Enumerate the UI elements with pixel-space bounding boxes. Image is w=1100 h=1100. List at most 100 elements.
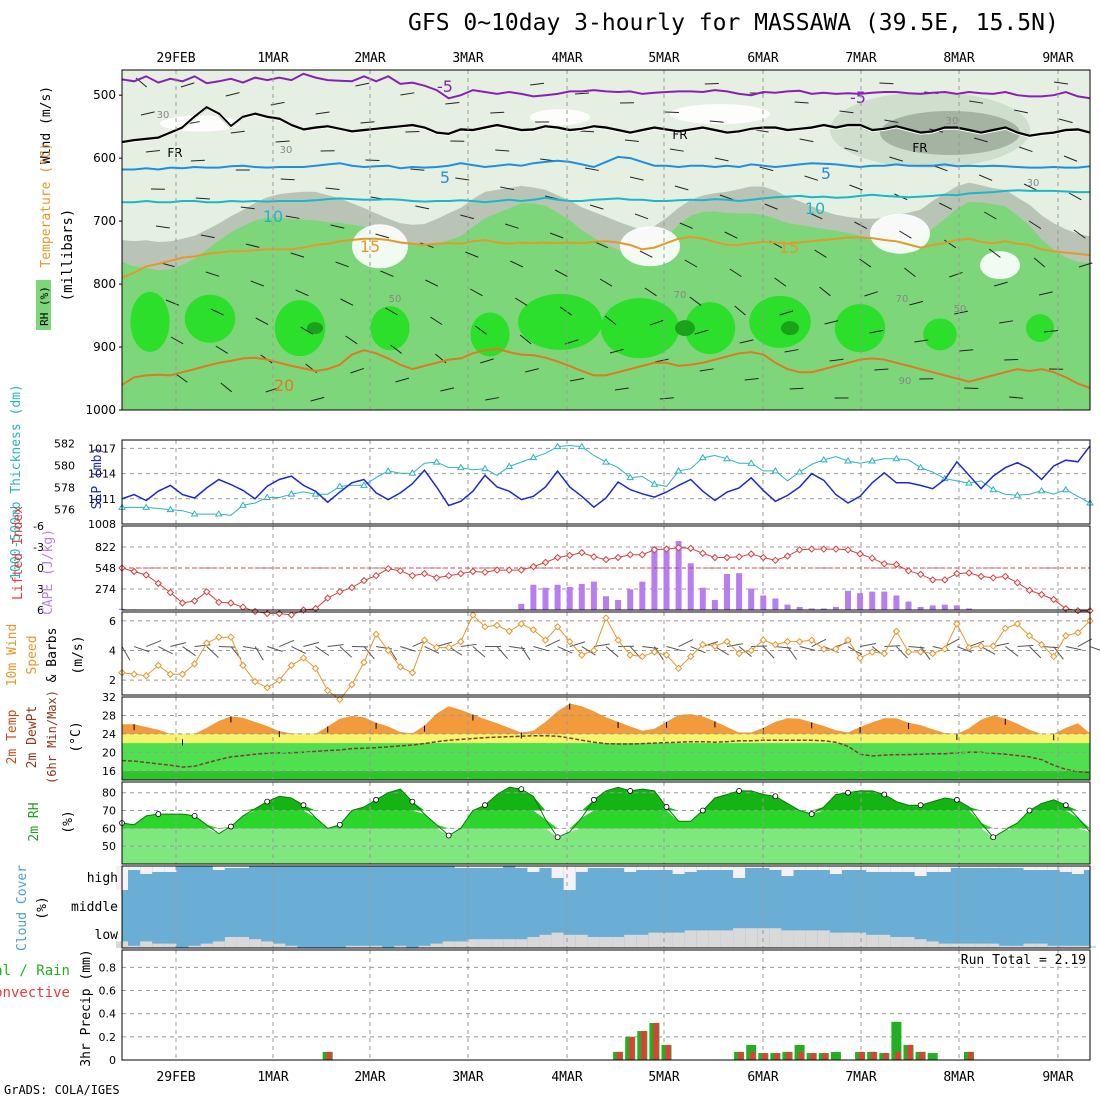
- low-cloud-gap: [817, 930, 830, 948]
- high-cloud-gap: [454, 866, 467, 868]
- wind-speed-marker: [154, 661, 163, 670]
- wind-barb: [794, 101, 809, 104]
- precip-convective-bar: [774, 1053, 780, 1060]
- lifted-index-marker: [287, 611, 296, 619]
- lifted-index-marker: [602, 555, 610, 564]
- wind-barb: [200, 234, 215, 239]
- high-cloud-gap: [152, 866, 165, 872]
- lifted-index-marker: [747, 550, 755, 558]
- wind-barb: [155, 225, 170, 229]
- bottom-date-label: 7MAR: [845, 1070, 876, 1085]
- pressure-tick-label: 700: [93, 214, 116, 228]
- lifted-tick-label: -3: [33, 541, 44, 554]
- wind-speed-marker: [650, 648, 659, 656]
- wind-barb: [724, 231, 738, 239]
- high-cloud-gap: [866, 866, 879, 872]
- thickness-marker: [311, 490, 320, 497]
- lifted-index-marker: [868, 554, 876, 562]
- wind-barb: [809, 212, 823, 220]
- lifted-tick-label: -6: [33, 520, 44, 533]
- rh2m-marker: [554, 834, 561, 841]
- wind-barb: [325, 187, 340, 190]
- cape-bar: [917, 606, 924, 610]
- precip-convective-bar: [907, 1044, 913, 1060]
- wind-speed-marker: [505, 627, 513, 635]
- rh-contour-label: 50: [389, 294, 402, 305]
- bottom-date-label: 1MAR: [257, 1070, 288, 1085]
- lifted-index-marker: [723, 553, 731, 562]
- rh-bright-blob: [518, 293, 602, 350]
- low-cloud-gap: [854, 932, 867, 948]
- low-cloud-gap: [648, 932, 661, 948]
- isotherm-label: 15: [779, 238, 799, 257]
- lifted-index-marker: [578, 548, 586, 557]
- wind-barb: [280, 178, 295, 181]
- surface-wind-barb: [968, 640, 985, 648]
- lifted-index-marker: [372, 571, 380, 580]
- isotherm-line: [121, 108, 1091, 145]
- wind-barb: [634, 213, 649, 220]
- high-cloud-gap: [829, 866, 842, 874]
- low-cloud-gap: [987, 943, 1000, 948]
- lifted-index-marker: [1049, 595, 1058, 604]
- surface-wind-barb: [980, 646, 996, 655]
- wind-speed-marker: [541, 636, 550, 644]
- wind-speed-marker: [360, 658, 368, 667]
- wind-barb: [355, 82, 370, 87]
- wind-barb: [614, 387, 629, 391]
- cape-bar: [542, 587, 549, 610]
- rh2m-marker: [155, 811, 162, 817]
- wind10m-barbs-label: & Barbs: [45, 628, 60, 683]
- lifted-index-marker: [154, 579, 163, 588]
- low-cloud-gap: [273, 943, 286, 948]
- lifted-index-marker: [1037, 590, 1046, 599]
- wind-speed-marker: [759, 636, 768, 644]
- cape-bar: [530, 584, 537, 610]
- precip-convective-bar: [762, 1053, 768, 1060]
- lifted-index-marker: [275, 609, 284, 618]
- lifted-index-marker: [565, 551, 574, 560]
- wind-speed-marker: [1074, 629, 1082, 637]
- thickness-marker: [456, 463, 465, 471]
- lifted-index-marker: [239, 603, 247, 611]
- cape-tick-label: 548: [95, 562, 116, 575]
- wind-speed-marker: [215, 633, 223, 641]
- thickness-marker: [166, 505, 175, 513]
- high-cloud-gap: [987, 866, 1000, 868]
- high-cloud-gap: [854, 866, 867, 870]
- wind-barb: [310, 396, 325, 402]
- thickness-marker: [723, 454, 731, 462]
- high-cloud-gap: [1047, 866, 1060, 870]
- wind-speed-marker: [251, 677, 259, 686]
- wind-barb: [974, 137, 988, 143]
- precip-convective-bar: [617, 1051, 623, 1060]
- wind-speed-marker: [771, 640, 780, 649]
- lifted-index-marker: [844, 546, 852, 554]
- thickness-marker: [408, 469, 417, 476]
- thickness-marker: [577, 442, 586, 450]
- wind-speed-marker: [1062, 632, 1070, 640]
- wind-speed-marker: [311, 664, 320, 673]
- high-cloud-gap: [926, 866, 939, 872]
- surface-wind-barb: [787, 646, 798, 660]
- isotherm-label: 20: [274, 376, 294, 395]
- wind-speed-marker: [916, 648, 925, 656]
- precip-axis-label: 3hr Precip (mm): [79, 949, 94, 1066]
- rh2m-marker: [627, 788, 634, 794]
- wind-barb: [315, 111, 330, 115]
- wind-barb: [330, 224, 345, 229]
- low-cloud-gap: [721, 930, 733, 948]
- wind-barb: [165, 299, 180, 306]
- rh-contour-label: 30: [1027, 178, 1040, 189]
- wind-speed-marker: [444, 643, 453, 652]
- top-date-label: 9MAR: [1042, 51, 1073, 66]
- wind-speed-marker: [807, 636, 816, 644]
- lifted-index-marker: [336, 588, 344, 596]
- rh-contour-label: 30: [280, 145, 293, 156]
- rh2m-marker: [845, 789, 851, 796]
- wind-speed-marker: [420, 636, 429, 644]
- wind-barb: [589, 204, 604, 210]
- wind-barb: [345, 335, 358, 345]
- high-cloud-gap: [963, 866, 975, 868]
- wind-barb: [485, 397, 500, 401]
